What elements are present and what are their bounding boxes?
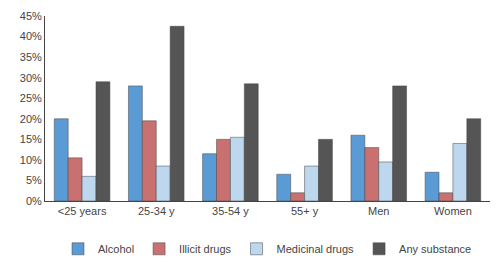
svg-text:55+ y: 55+ y xyxy=(291,205,319,217)
svg-text:15%: 15% xyxy=(20,133,42,145)
svg-text:Illicit drugs: Illicit drugs xyxy=(179,243,231,255)
svg-text:25%: 25% xyxy=(20,92,42,104)
svg-text:Alcohol: Alcohol xyxy=(98,243,134,255)
svg-text:0%: 0% xyxy=(26,195,42,207)
svg-text:30%: 30% xyxy=(20,72,42,84)
svg-text:Medicinal drugs: Medicinal drugs xyxy=(277,243,355,255)
svg-text:45%: 45% xyxy=(20,10,42,22)
svg-text:Any substance: Any substance xyxy=(399,243,471,255)
svg-text:<25 years: <25 years xyxy=(58,205,107,217)
svg-text:5%: 5% xyxy=(26,174,42,186)
svg-text:Men: Men xyxy=(368,205,389,217)
svg-text:40%: 40% xyxy=(20,30,42,42)
svg-text:35-54 y: 35-54 y xyxy=(212,205,249,217)
svg-text:20%: 20% xyxy=(20,113,42,125)
svg-text:25-34 y: 25-34 y xyxy=(138,205,175,217)
svg-text:Women: Women xyxy=(434,205,472,217)
svg-text:35%: 35% xyxy=(20,51,42,63)
svg-text:10%: 10% xyxy=(20,154,42,166)
